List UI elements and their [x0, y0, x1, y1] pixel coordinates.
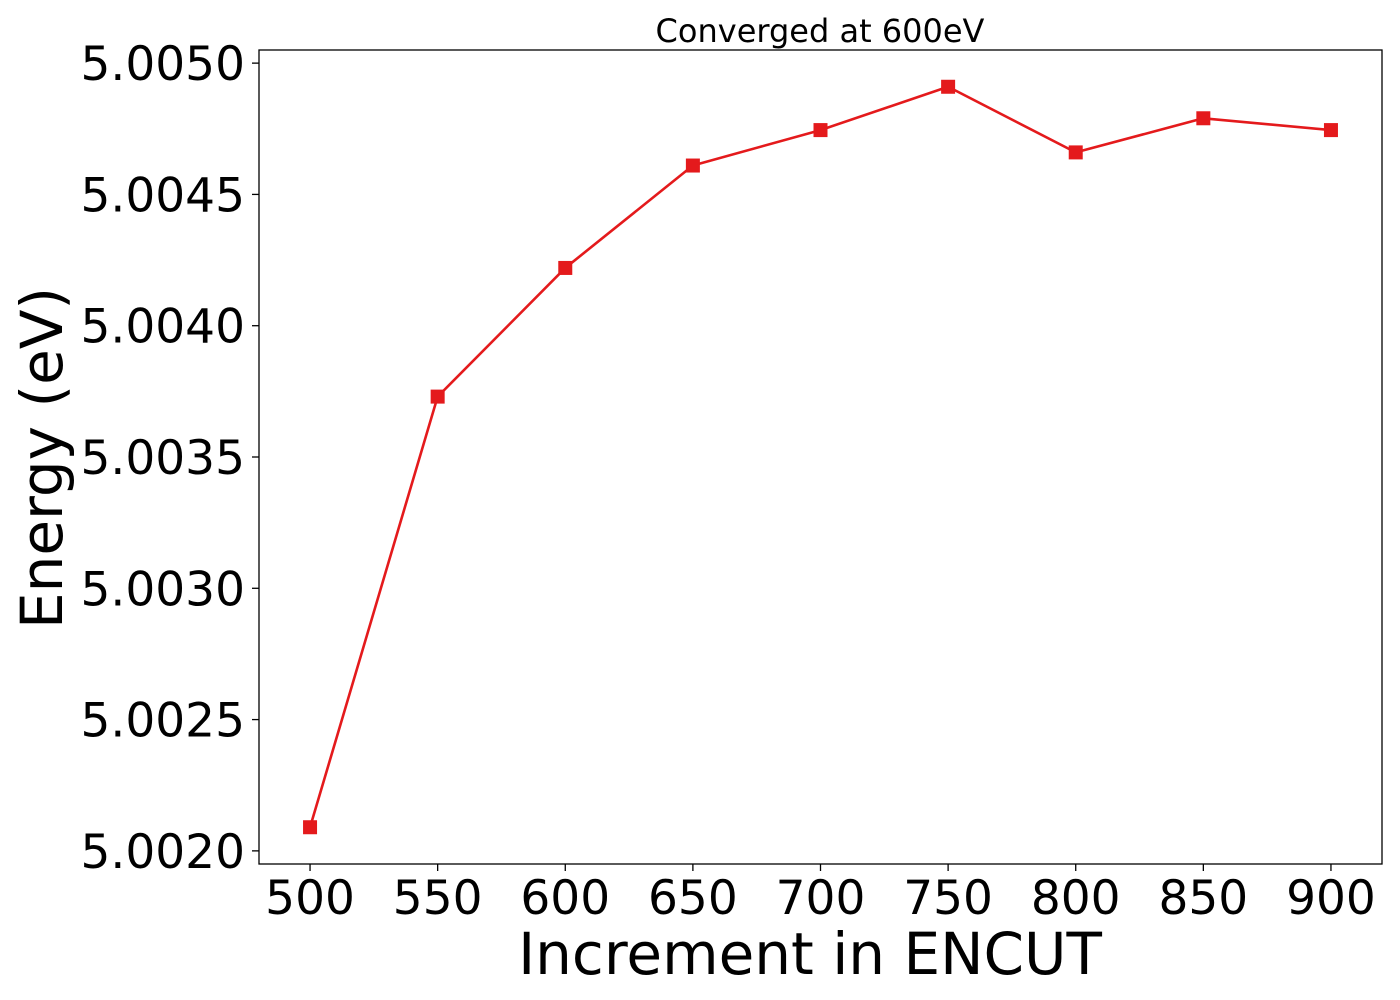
data-point-marker [1323, 123, 1338, 138]
data-point-marker [941, 79, 956, 94]
data-point-marker [303, 820, 318, 835]
x-tick-label: 750 [903, 871, 993, 926]
series-layer [303, 79, 1338, 835]
data-point-marker [1068, 145, 1083, 160]
y-tick-label: 5.0025 [81, 694, 245, 749]
x-tick-label: 500 [265, 871, 355, 926]
data-point-marker [558, 260, 573, 275]
x-tick-label: 900 [1286, 871, 1376, 926]
y-tick-label: 5.0030 [81, 562, 245, 617]
x-tick-label: 800 [1031, 871, 1121, 926]
chart-title: Converged at 600eV [656, 12, 985, 50]
x-axis-label: Increment in ENCUT [518, 920, 1102, 988]
plot-area-frame [258, 49, 1383, 865]
x-tick-label: 550 [393, 871, 483, 926]
x-tick-label: 700 [776, 871, 866, 926]
y-tick-label: 5.0045 [81, 168, 245, 223]
y-tick-label: 5.0050 [81, 37, 245, 92]
y-tick-label: 5.0040 [81, 300, 245, 355]
x-tick-label: 600 [520, 871, 610, 926]
data-point-marker [1196, 111, 1211, 126]
y-tick-label: 5.0020 [81, 825, 245, 880]
x-tick-label: 850 [1158, 871, 1248, 926]
x-tick-label: 650 [648, 871, 738, 926]
data-point-marker [685, 158, 700, 173]
x-axis-ticks: 500 550 600 650 700 750 800 850 900 [265, 864, 1376, 926]
y-tick-label: 5.0035 [81, 431, 245, 486]
y-axis-ticks: 5.0020 5.0025 5.0030 5.0035 5.0040 5.0045 5.00… [81, 37, 259, 880]
series-line [308, 85, 1332, 828]
data-point-marker [430, 389, 445, 404]
data-point-marker [813, 123, 828, 138]
y-axis-label: Energy (eV) [8, 287, 76, 629]
